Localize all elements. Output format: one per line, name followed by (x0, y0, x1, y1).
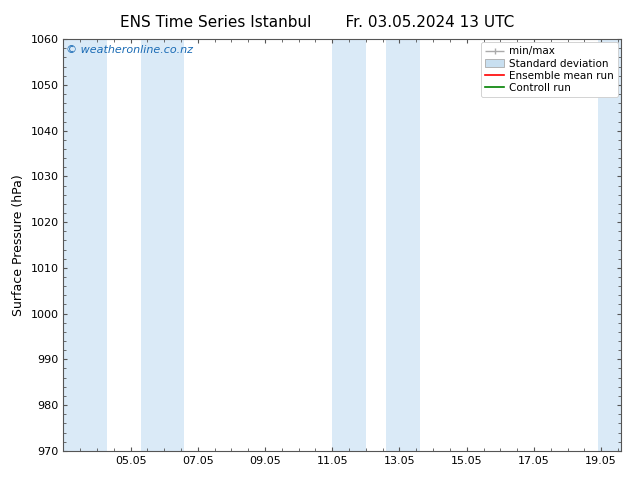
Bar (332, 39, 366, 451)
Text: © weatheronline.co.nz: © weatheronline.co.nz (66, 46, 193, 55)
Bar (386, 39, 420, 451)
Legend: min/max, Standard deviation, Ensemble mean run, Controll run: min/max, Standard deviation, Ensemble me… (481, 42, 618, 97)
Bar (598, 39, 621, 451)
Bar (141, 39, 184, 451)
Y-axis label: Surface Pressure (hPa): Surface Pressure (hPa) (12, 174, 25, 316)
Bar (63, 39, 107, 451)
Text: ENS Time Series Istanbul       Fr. 03.05.2024 13 UTC: ENS Time Series Istanbul Fr. 03.05.2024 … (120, 15, 514, 30)
